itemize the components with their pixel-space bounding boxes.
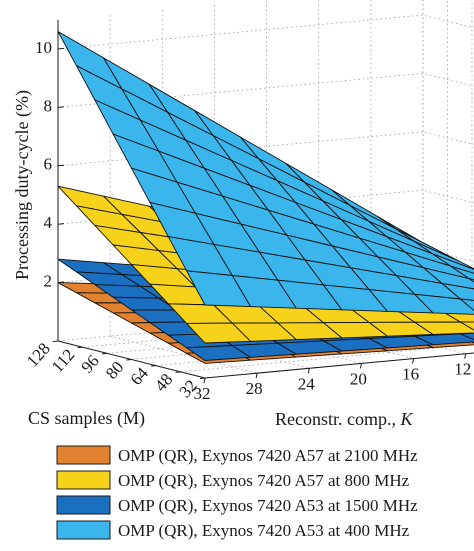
z-tick-mark-2 <box>57 164 65 167</box>
legend-swatch-3 <box>56 520 111 540</box>
grid-k-floor-4 <box>266 321 414 359</box>
m-tick-label-1: 112 <box>48 345 79 376</box>
legend-swatch-2 <box>56 495 111 515</box>
k-tick-label-2: 24 <box>298 374 316 393</box>
m-tick-mark-2 <box>101 352 108 355</box>
k-tick-label-4: 16 <box>402 365 419 384</box>
grid-k-floor-3 <box>214 326 362 364</box>
surface-cell-3-2-7 <box>413 240 474 270</box>
grid-k-floor-1 <box>110 335 258 374</box>
legend-swatch-1 <box>56 470 111 490</box>
z-tick-label-1: 4 <box>44 213 53 232</box>
m-tick-label-4: 64 <box>126 363 152 389</box>
k-tick-mark-4 <box>412 358 415 364</box>
surface-cell-1-7-5 <box>414 321 474 335</box>
z-tick-label-2: 6 <box>44 155 53 174</box>
legend-label-0: OMP (QR), Exynos 7420 A57 at 2100 MHz <box>118 446 418 465</box>
surface-layer <box>57 31 474 364</box>
legend-label-2: OMP (QR), Exynos 7420 A53 at 1500 MHz <box>118 496 418 515</box>
k-tick-mark-3 <box>359 363 362 369</box>
z-tick-mark-1 <box>57 223 65 225</box>
k-tick-mark-2 <box>307 368 310 374</box>
z-tick-label-3: 8 <box>44 96 53 115</box>
k-tick-mark-5 <box>464 353 467 359</box>
legend-label-1: OMP (QR), Exynos 7420 A57 at 800 MHz <box>118 471 410 490</box>
k-tick-mark-1 <box>255 373 258 379</box>
y-axis-title-main: Reconstr. comp., <box>275 409 400 429</box>
k-tick-label-1: 28 <box>246 379 263 398</box>
m-tick-mark-5 <box>175 371 181 373</box>
z-axis-title: Processing duty-cycle (%) <box>12 90 33 280</box>
k-axis-line <box>204 352 474 379</box>
y-axis-title: Reconstr. comp., K <box>275 409 413 429</box>
m-tick-label-3: 80 <box>102 357 127 382</box>
surface-cell-1-7-6 <box>459 321 474 331</box>
z-tick-label-0: 2 <box>44 272 53 291</box>
grid-z-line-3 <box>57 72 474 108</box>
grid-z-line-4 <box>57 14 474 50</box>
k-tick-label-0: 32 <box>194 384 211 403</box>
surface-cell-2-7-5 <box>414 333 474 346</box>
m-tick-mark-4 <box>150 365 157 367</box>
k-tick-mark-0 <box>203 377 206 384</box>
m-tick-mark-0 <box>52 340 59 342</box>
y-axis-title-var: K <box>399 409 413 429</box>
surface-cell-3-5-6 <box>423 267 474 290</box>
m-tick-mark-3 <box>126 359 132 361</box>
legend-item-0: OMP (QR), Exynos 7420 A57 at 2100 MHz <box>56 445 418 465</box>
surface-cell-2-7-6 <box>459 332 474 341</box>
k-tick-label-3: 20 <box>350 369 367 388</box>
z-tick-mark-0 <box>57 281 65 284</box>
x-axis-title: CS samples (M) <box>28 408 145 429</box>
surface-cell-3-4-7 <box>450 265 474 281</box>
surface-cell-3-7-6 <box>459 298 474 312</box>
m-tick-label-5: 48 <box>151 370 176 395</box>
k-tick-label-5: 12 <box>454 360 471 379</box>
surface-series-3 <box>57 31 474 315</box>
z-tick-label-4: 10 <box>35 38 52 57</box>
legend-item-1: OMP (QR), Exynos 7420 A57 at 800 MHz <box>56 470 410 490</box>
surface-cell-3-3-7 <box>432 253 474 274</box>
legend: OMP (QR), Exynos 7420 A57 at 2100 MHz OM… <box>56 445 418 540</box>
legend-label-3: OMP (QR), Exynos 7420 A53 at 400 MHz <box>118 521 410 540</box>
surface-cell-3-7-5 <box>414 293 474 315</box>
z-tick-mark-3 <box>57 106 65 108</box>
m-tick-mark-6 <box>199 377 206 379</box>
legend-swatch-0 <box>56 445 111 465</box>
legend-item-2: OMP (QR), Exynos 7420 A53 at 1500 MHz <box>56 495 418 515</box>
surface-cell-3-6-6 <box>441 282 474 301</box>
legend-item-3: OMP (QR), Exynos 7420 A53 at 400 MHz <box>56 520 410 540</box>
surface-cell-3-5-7 <box>468 278 474 283</box>
m-tick-label-2: 96 <box>77 351 102 376</box>
m-tick-mark-1 <box>77 346 83 349</box>
z-tick-mark-4 <box>57 47 65 50</box>
